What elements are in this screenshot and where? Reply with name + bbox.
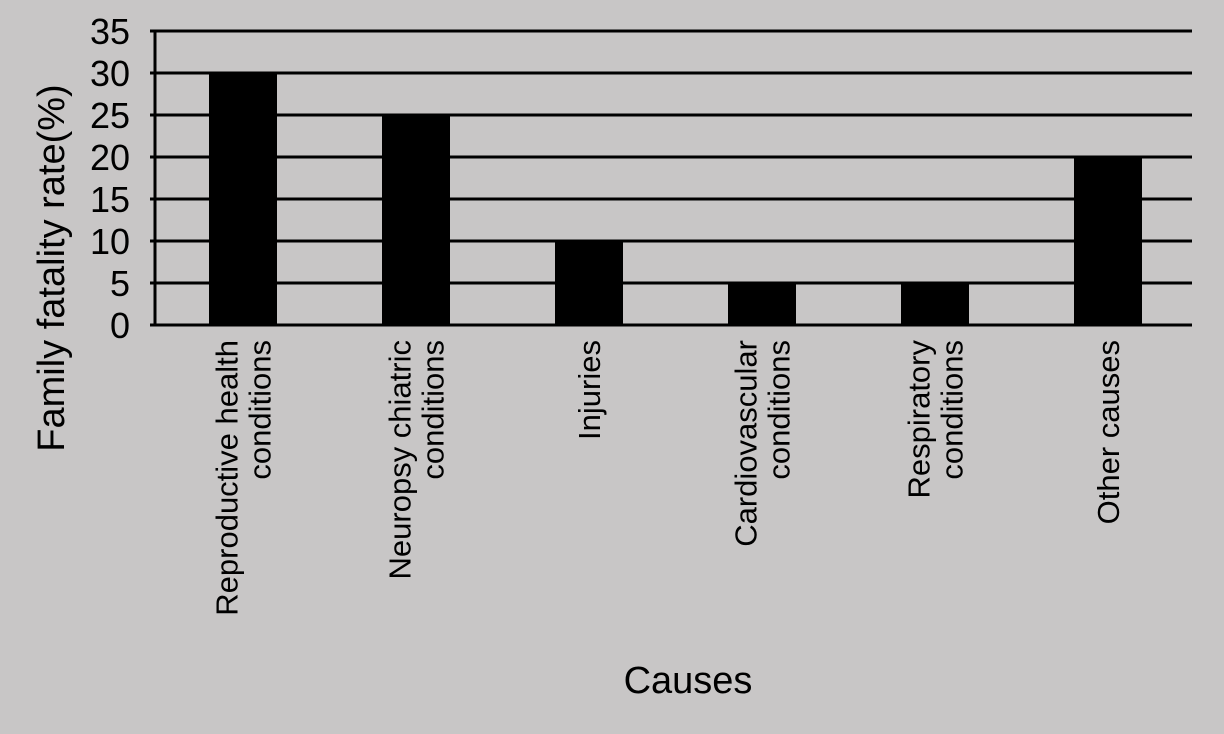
x-axis-title: Causes: [624, 660, 753, 702]
y-tick-label: 5: [110, 263, 130, 304]
x-category-label: Other causes: [1091, 340, 1126, 524]
x-category-label: Injuries: [572, 340, 607, 440]
x-category-label: conditions: [762, 340, 797, 480]
x-category-label: Cardiovascular: [729, 340, 764, 547]
bar: [209, 73, 277, 325]
gridlines: [150, 29, 1192, 327]
bar: [1074, 157, 1142, 325]
bar: [728, 283, 796, 325]
bars: [209, 73, 1142, 325]
x-category-label: conditions: [935, 340, 970, 480]
bar: [901, 283, 969, 325]
y-tick-label: 30: [90, 53, 130, 94]
x-category-label: conditions: [243, 340, 278, 480]
x-category-label: Respiratory: [902, 340, 937, 499]
y-tick-label: 20: [90, 137, 130, 178]
y-tick-label: 15: [90, 179, 130, 220]
y-tick-label: 25: [90, 95, 130, 136]
bar: [382, 115, 450, 325]
y-tick-label: 0: [110, 305, 130, 346]
x-category-label: Reproductive health: [210, 340, 245, 616]
bar: [555, 241, 623, 325]
y-tick-label: 35: [90, 11, 130, 52]
y-tick-label: 10: [90, 221, 130, 262]
y-axis-title: Family fatality rate(%): [31, 84, 73, 451]
x-category-label: conditions: [416, 340, 451, 480]
x-category-label: Neuropsy chiatric: [383, 340, 418, 579]
